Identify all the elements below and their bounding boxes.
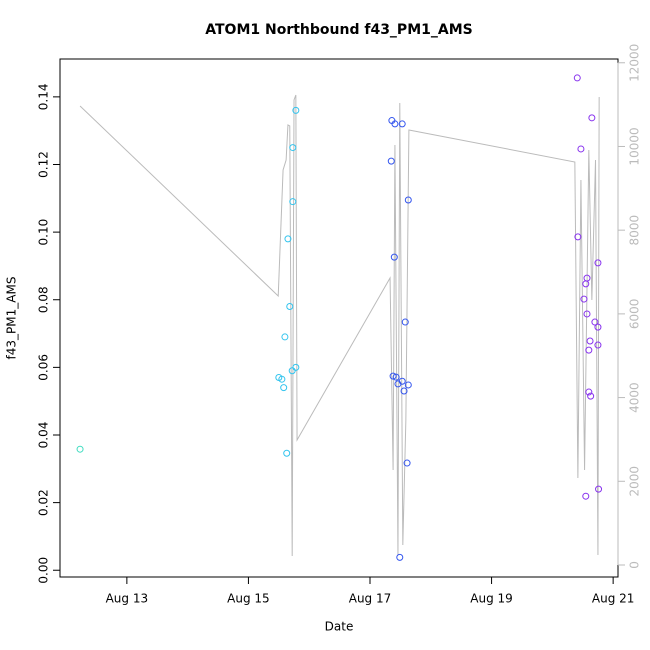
y2-tick-label: 12000	[628, 44, 642, 82]
x-axis-label: Date	[325, 620, 354, 634]
point	[288, 367, 296, 375]
y-tick-label: 0.12	[37, 151, 51, 178]
point	[280, 384, 288, 392]
point	[286, 303, 294, 311]
point	[587, 392, 595, 400]
point	[404, 196, 412, 204]
point	[585, 346, 593, 354]
y-tick-label: 0.02	[37, 489, 51, 516]
y-tick-label: 0.14	[37, 84, 51, 111]
point	[594, 341, 602, 349]
point	[289, 198, 297, 206]
y2-tick-label: 6000	[628, 299, 642, 330]
point	[289, 144, 297, 152]
y2-tick-label: 2000	[628, 466, 642, 497]
y2-tick-label: 0	[628, 561, 642, 569]
y-axis-label: f43_PM1_AMS	[5, 277, 19, 360]
point	[284, 235, 292, 243]
point	[591, 318, 599, 326]
point	[396, 553, 404, 561]
point	[76, 445, 84, 453]
point	[292, 106, 300, 114]
point	[389, 372, 397, 380]
point	[582, 280, 590, 288]
point	[292, 363, 300, 371]
x-tick-label: Aug 13	[106, 592, 149, 606]
point	[281, 333, 289, 341]
plot-frame	[59, 58, 619, 578]
y-tick-label: 0.06	[37, 354, 51, 381]
x-tick-label: Aug 21	[592, 592, 635, 606]
point	[387, 157, 395, 165]
point	[583, 310, 591, 318]
y2-tick-label: 10000	[628, 127, 642, 165]
point	[278, 375, 286, 383]
point	[400, 387, 408, 395]
point	[398, 120, 406, 128]
point	[577, 145, 585, 153]
point	[594, 323, 602, 331]
x-tick-label: Aug 15	[227, 592, 270, 606]
point	[594, 259, 602, 267]
point	[390, 253, 398, 261]
x-tick-label: Aug 19	[470, 592, 513, 606]
point	[574, 233, 582, 241]
x-tick-label: Aug 17	[349, 592, 392, 606]
point	[404, 381, 412, 389]
y-tick-label: 0.00	[37, 557, 51, 584]
point	[585, 388, 593, 396]
point	[582, 492, 590, 500]
line-series	[79, 94, 600, 556]
point	[283, 449, 291, 457]
point	[392, 373, 400, 381]
point	[403, 459, 411, 467]
y2-tick-label: 8000	[628, 215, 642, 246]
point	[401, 318, 409, 326]
point	[394, 380, 402, 388]
y-tick-label: 0.10	[37, 219, 51, 246]
y2-tick-label: 4000	[628, 382, 642, 413]
point	[595, 485, 603, 493]
point	[586, 337, 594, 345]
y-tick-label: 0.08	[37, 286, 51, 313]
point	[573, 74, 581, 82]
point	[580, 295, 588, 303]
point	[588, 114, 596, 122]
chart-title: ATOM1 Northbound f43_PM1_AMS	[205, 22, 472, 38]
y-tick-label: 0.04	[37, 422, 51, 449]
point	[391, 120, 399, 128]
